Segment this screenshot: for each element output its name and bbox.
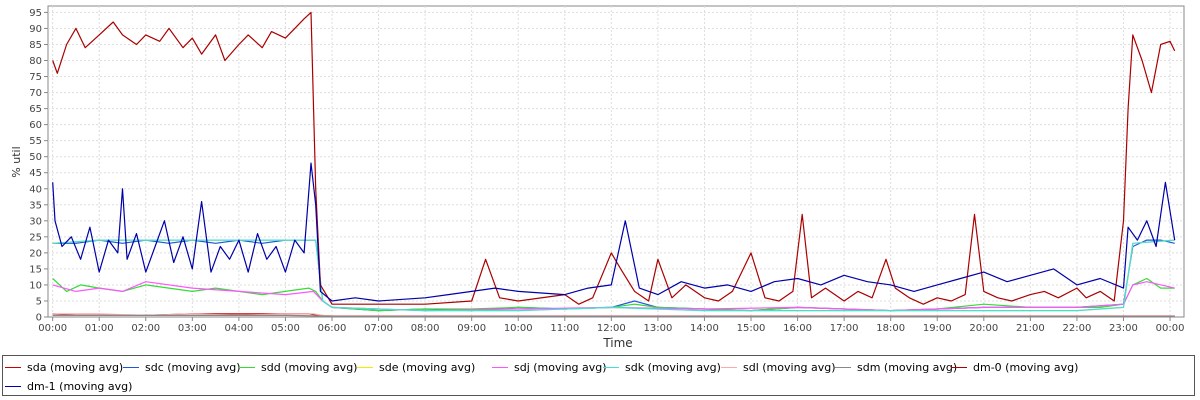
legend-label: sdc (moving avg) <box>145 360 241 374</box>
legend-item-dm-1: dm-1 (moving avg) <box>5 377 132 395</box>
x-tick-label: 16:00 <box>783 323 812 334</box>
y-tick-label: 95 <box>29 8 42 19</box>
legend-swatch <box>951 366 967 368</box>
y-tick-label: 85 <box>29 40 42 51</box>
legend-item-dm-0: dm-0 (moving avg) <box>951 358 1078 376</box>
legend-label: sdk (moving avg) <box>625 360 721 374</box>
x-tick-label: 12:00 <box>597 323 626 334</box>
y-axis-title: % util <box>10 146 23 177</box>
legend-label: dm-1 (moving avg) <box>27 379 133 393</box>
x-tick-label: 15:00 <box>737 323 766 334</box>
y-tick-label: 80 <box>29 56 42 67</box>
x-tick-label: 04:00 <box>224 323 253 334</box>
y-tick-label: 20 <box>29 248 42 259</box>
x-tick-label: 08:00 <box>411 323 440 334</box>
x-tick-label: 13:00 <box>643 323 672 334</box>
legend-label: dm-0 (moving avg) <box>973 360 1079 374</box>
x-tick-label: 21:00 <box>1016 323 1045 334</box>
legend-item-sdc: sdc (moving avg) <box>123 358 241 376</box>
y-tick-label: 55 <box>29 136 42 147</box>
series-line-dm-1 <box>52 162 1176 302</box>
x-tick-label: 17:00 <box>830 323 859 334</box>
y-tick-label: 40 <box>29 184 42 195</box>
x-tick-label: 00:00 <box>38 323 67 334</box>
x-tick-label: 10:00 <box>504 323 533 334</box>
legend-swatch <box>123 366 139 368</box>
legend-swatch <box>603 366 619 368</box>
x-tick-label: 18:00 <box>876 323 905 334</box>
y-tick-label: 35 <box>29 200 42 211</box>
legend-item-sdk: sdk (moving avg) <box>603 358 721 376</box>
y-tick-label: 60 <box>29 120 42 131</box>
series-line-dm-0 <box>52 11 1176 305</box>
y-tick-label: 25 <box>29 232 42 243</box>
legend-label: sdl (moving avg) <box>743 360 836 374</box>
x-tick-label: 14:00 <box>690 323 719 334</box>
x-tick-label: 09:00 <box>457 323 486 334</box>
x-tick-label: 05:00 <box>271 323 300 334</box>
x-tick-label: 03:00 <box>178 323 207 334</box>
legend-item-sda: sda (moving avg) <box>5 358 123 376</box>
y-tick-label: 90 <box>29 24 42 35</box>
x-tick-label: 20:00 <box>969 323 998 334</box>
legend-swatch <box>5 385 21 387</box>
series-lines <box>52 11 1176 317</box>
y-tick-label: 15 <box>29 264 42 275</box>
x-tick-label: 01:00 <box>85 323 114 334</box>
y-tick-label: 75 <box>29 72 42 83</box>
legend-item-sdl: sdl (moving avg) <box>721 358 836 376</box>
legend-swatch <box>357 366 373 368</box>
legend-swatch <box>835 366 851 368</box>
y-tick-label: 50 <box>29 152 42 163</box>
legend-label: sda (moving avg) <box>27 360 124 374</box>
y-tick-label: 30 <box>29 216 42 227</box>
series-line-sdm <box>52 314 1175 317</box>
x-tick-label: 19:00 <box>923 323 952 334</box>
x-tick-label: 02:00 <box>131 323 160 334</box>
legend-swatch <box>721 366 737 368</box>
legend-swatch <box>239 366 255 368</box>
legend-label: sdd (moving avg) <box>261 360 358 374</box>
y-tick-label: 70 <box>29 88 42 99</box>
y-tick-label: 0 <box>36 313 42 324</box>
series-line-sdk <box>52 239 1175 312</box>
legend-label: sdm (moving avg) <box>857 360 958 374</box>
legend-item-sde: sde (moving avg) <box>357 358 475 376</box>
y-tick-label: 65 <box>29 104 42 115</box>
y-tick-label: 45 <box>29 168 42 179</box>
x-tick-label: 23:00 <box>1109 323 1138 334</box>
x-tick-label: 06:00 <box>318 323 347 334</box>
legend-swatch <box>5 366 21 368</box>
line-chart: 0 5 10 15 20 25 30 35 40 45 50 55 60 65 70 75 80 85 90 95 00… <box>10 5 1185 350</box>
x-tick-label: 11:00 <box>550 323 579 334</box>
legend-label: sde (moving avg) <box>379 360 476 374</box>
axis-ticks: 0 5 10 15 20 25 30 35 40 45 50 55 60 65 70 75 80 85 90 95 00… <box>29 8 1184 334</box>
legend-item-sdm: sdm (moving avg) <box>835 358 957 376</box>
legend-item-sdj: sdj (moving avg) <box>492 358 607 376</box>
x-tick-label: 22:00 <box>1063 323 1092 334</box>
grid-lines <box>48 6 1184 317</box>
x-axis-title: Time <box>602 336 632 350</box>
x-tick-label: 07:00 <box>364 323 393 334</box>
legend: sda (moving avg) sdc (moving avg) sdd (mov… <box>2 355 1195 396</box>
y-tick-label: 10 <box>29 280 42 291</box>
plot-area <box>47 5 1185 318</box>
legend-swatch <box>492 366 508 368</box>
legend-item-sdd: sdd (moving avg) <box>239 358 357 376</box>
legend-label: sdj (moving avg) <box>514 360 607 374</box>
x-tick-label: 00:00 <box>1156 323 1185 334</box>
y-tick-label: 5 <box>36 296 42 307</box>
